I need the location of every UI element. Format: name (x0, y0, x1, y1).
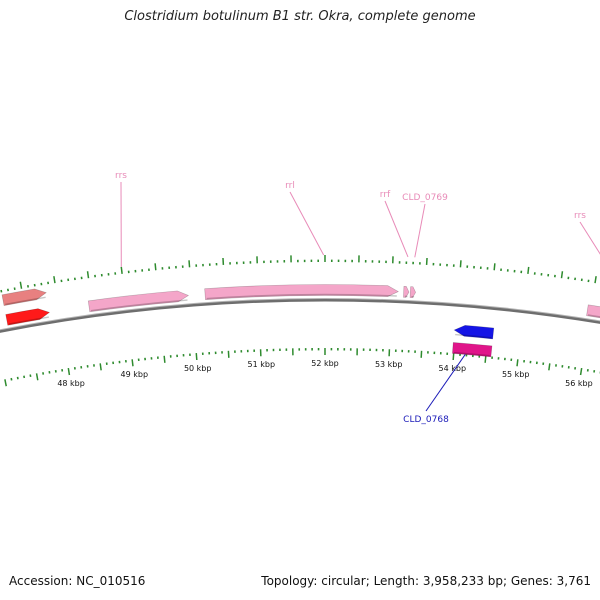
tick-mark (484, 355, 487, 363)
feature-label-cld-0768: CLD_0768 (403, 415, 449, 425)
scale-label: 55 kbp (502, 370, 530, 379)
label-leader-line (384, 200, 409, 258)
tick-mark (120, 266, 123, 274)
scale-label: 54 kbp (439, 364, 467, 373)
backbone-line (0, 298, 600, 333)
tick-mark (560, 271, 564, 279)
scale-label: 56 kbp (565, 379, 593, 388)
feature-gene-arrow (453, 325, 495, 340)
tick-mark (19, 281, 23, 289)
length-label: Length: (373, 574, 420, 588)
tick-mark (35, 373, 39, 381)
genome-backbone (0, 298, 600, 333)
genes-label: Genes: (510, 574, 553, 588)
tick-mark (195, 352, 198, 361)
tick-mark (493, 263, 496, 271)
topology-label: Topology: (261, 574, 318, 588)
feature-rrl-arrow (204, 284, 399, 301)
label-leader-line (289, 191, 325, 256)
tick-mark (516, 359, 519, 367)
tick-mark (594, 276, 597, 284)
tick-mark (163, 355, 166, 363)
scale-label: 52 kbp (311, 359, 339, 368)
tick-mark (4, 379, 7, 387)
scale-ticks-inner (4, 347, 600, 387)
scale-label: 48 kbp (57, 379, 85, 388)
label-leader-line (414, 203, 426, 258)
tick-mark (99, 363, 102, 371)
feature-shadow (587, 314, 600, 318)
feature-shadow (8, 316, 49, 325)
accession-label: Accession: (9, 574, 73, 588)
genome-title: Clostridium botulinum B1 str. Okra, comp… (124, 9, 476, 24)
feature-rrs-arrow (87, 290, 190, 313)
scale-labels: 48 kbp 49 kbp 50 kbp 51 kbp 52 kbp 53 kbp 54 k… (57, 359, 592, 388)
feature-track (1, 284, 600, 358)
scale-label: 50 kbp (184, 364, 212, 373)
tick-mark (527, 266, 530, 274)
feature-shadow (90, 299, 188, 312)
feature-shadow (5, 296, 46, 306)
tick-mark (67, 367, 71, 376)
feature-gene-arrow (1, 288, 47, 306)
feature-cld_0768-arrow (452, 342, 493, 358)
feature-gene-arrow (5, 308, 51, 326)
feature-label-rrl: rrl (285, 181, 295, 191)
feature-label-rrs: rrs (115, 171, 127, 181)
tick-mark (459, 260, 462, 268)
tick-mark (131, 359, 134, 367)
tick-mark (86, 271, 90, 279)
tick-mark (154, 263, 157, 271)
tick-mark (548, 363, 551, 371)
label-leader-line (579, 221, 600, 255)
backbone-highlight (0, 298, 600, 331)
feature-shadow (206, 293, 397, 300)
length-value: 3,958,233 bp (422, 574, 503, 588)
feature-rrf-arrow (403, 286, 410, 298)
genes-value: 3,761 (556, 574, 591, 588)
accession-value: NC_010516 (76, 574, 146, 588)
feature-cld_0769-arrow (409, 286, 416, 299)
scale-label: 53 kbp (375, 360, 403, 369)
feature-label-rrs: rrs (574, 211, 586, 221)
label-leader-line (425, 354, 466, 412)
tick-mark (188, 260, 191, 268)
scale-label: 51 kbp (248, 360, 276, 369)
feature-shadow (455, 333, 492, 339)
accession-info: Accession: NC_010516 (9, 574, 145, 588)
feature-label-cld_0769: CLD_0769 (402, 193, 448, 203)
tick-mark (452, 352, 455, 361)
feature-label-rrf: rrf (380, 190, 391, 200)
feature-rrs-arrow (586, 304, 600, 319)
scale-label: 49 kbp (121, 370, 149, 379)
genome-stats: Topology: circular; Length: 3,958,233 bp… (261, 574, 591, 588)
feature-shadow (453, 351, 490, 357)
tick-mark (579, 367, 583, 376)
scale-ticks-outer (0, 254, 597, 293)
tick-mark (53, 276, 56, 284)
topology-value: circular (321, 574, 366, 588)
